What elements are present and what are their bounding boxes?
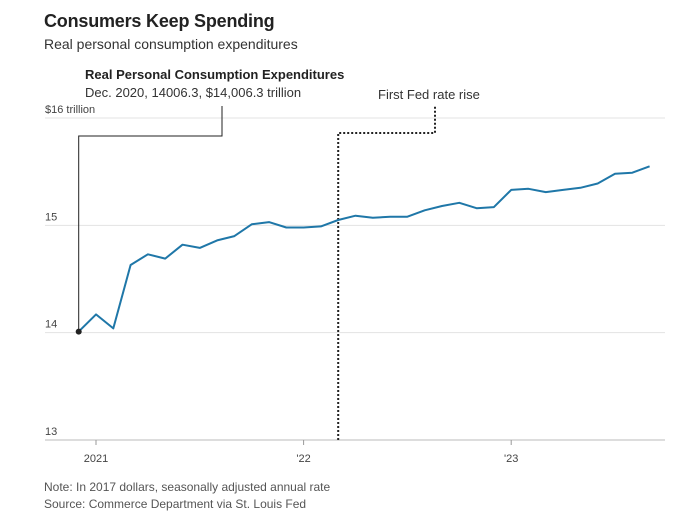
annotations: First Fed rate rise [78, 87, 480, 440]
highlight-connector [78, 106, 223, 332]
chart-title: Consumers Keep Spending [44, 11, 275, 31]
y-tick-label: 14 [45, 319, 57, 331]
annotation-label: First Fed rate rise [378, 87, 480, 102]
x-tick-label: 2021 [84, 453, 108, 465]
series-layer [75, 165, 650, 335]
chart-note: Note: In 2017 dollars, seasonally adjust… [44, 480, 331, 494]
x-tick-label: '22 [296, 453, 310, 465]
chart-source: Source: Commerce Department via St. Loui… [44, 497, 307, 511]
y-tick-label: 15 [45, 211, 57, 223]
tick-labels: $16 trillion 15 14 13 2021 '22 '23 [45, 104, 518, 465]
tooltip-value: Dec. 2020, 14006.3, $14,006.3 trillion [85, 85, 302, 100]
series-line [77, 165, 650, 333]
y-tick-label: 13 [45, 426, 57, 438]
y-tick-label: $16 trillion [45, 104, 95, 116]
fed-rate-rise-marker [337, 106, 436, 440]
tooltip-title: Real Personal Consumption Expenditures [85, 67, 345, 82]
chart-subtitle: Real personal consumption expenditures [44, 36, 298, 52]
gridlines [45, 117, 665, 441]
x-tick-label: '23 [504, 453, 518, 465]
highlight-point[interactable] [75, 328, 82, 335]
